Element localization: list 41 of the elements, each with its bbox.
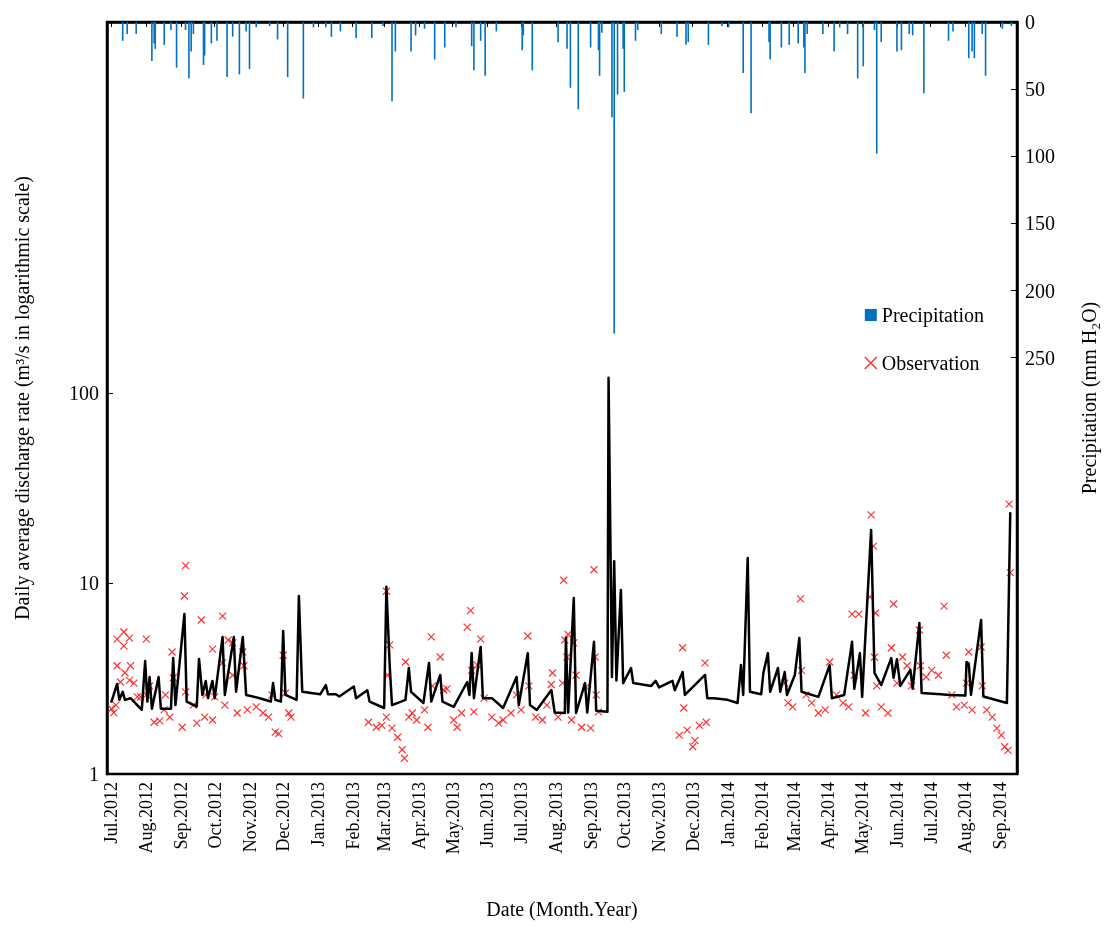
legend-label: Observation [881,352,980,374]
x-tick-label: Jan.2014 [717,782,738,847]
x-tick-label: Mar.2014 [783,782,804,852]
y-tick-label: 100 [69,381,99,404]
x-tick-label: May.2013 [442,782,463,855]
y-axis-title: Daily average discharge rate (m³/s in logarithmic scale) [11,176,34,620]
x-tick-label: Aug.2014 [955,782,976,854]
x-tick-label: Sep.2013 [580,782,601,850]
x-tick-label: Dec.2013 [682,782,703,852]
x-tick-label: Sep.2014 [990,782,1011,850]
x-tick-label: Oct.2012 [204,782,225,849]
x-tick-label: Feb.2013 [342,782,363,850]
y2-tick-label: 100 [1025,145,1055,168]
x-tick-label: Jun.2013 [477,782,498,848]
x-axis-title: Date (Month.Year) [486,898,638,921]
x-tick-label: Nov.2013 [649,782,670,853]
x-tick-label: Nov.2012 [239,782,260,853]
x-tick-label: Sep.2012 [171,782,192,850]
x-tick-label: Apr.2013 [408,782,429,850]
x-tick-label: Feb.2014 [752,782,773,850]
x-tick-label: Jan.2013 [307,782,328,847]
y2-tick-label: 250 [1025,346,1055,369]
x-tick-label: Jul.2013 [511,782,532,844]
y2-tick-label: 200 [1025,279,1055,302]
y2-tick-label: 0 [1025,11,1035,33]
x-tick-label: Jun.2014 [886,782,907,848]
x-tick-label: Mar.2013 [374,782,395,852]
y2-tick-label: 50 [1025,78,1045,101]
y2-axis-title: Precipitation (mm H₂O) [1078,301,1101,495]
x-tick-label: Dec.2012 [273,782,294,852]
x-tick-label: May.2014 [852,782,873,855]
x-tick-label: Jul.2012 [101,782,122,844]
x-tick-label: Apr.2014 [818,782,839,850]
x-tick-label: Aug.2013 [545,782,566,854]
legend-label: Precipitation [881,304,985,327]
y-tick-label: 1 [89,763,99,785]
x-tick-label: Oct.2013 [614,782,635,849]
y-tick-label: 10 [79,572,99,595]
x-tick-label: Aug.2012 [136,782,157,854]
y2-tick-label: 150 [1025,212,1055,235]
x-tick-label: Jul.2014 [920,782,941,844]
